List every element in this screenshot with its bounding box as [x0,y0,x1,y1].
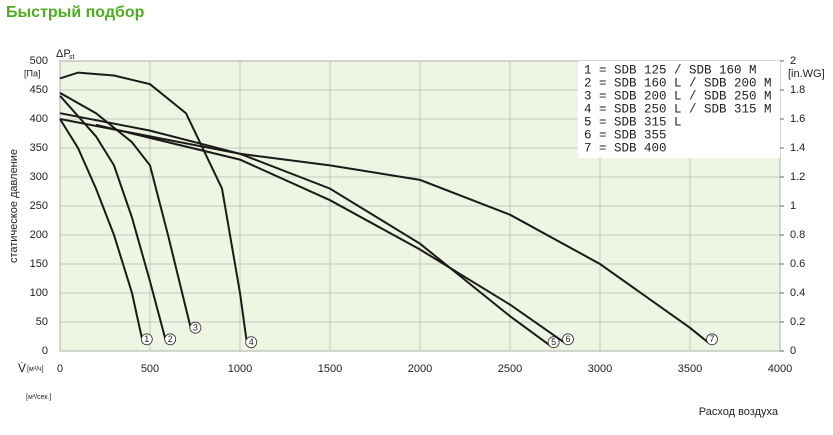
y-tick-label: 200 [30,229,48,241]
x-tick-label: 0 [57,363,63,375]
y2-tick-label: 0.4 [790,287,805,299]
legend-entry: 4 = SDB 250 L / SDB 315 M [584,102,772,116]
curve-label-circle [547,336,560,349]
y2-tick-label: 1 [790,200,796,212]
legend-entry: 5 = SDB 315 L [584,115,682,129]
fan-curve [59,118,144,343]
legend-entry: 1 = SDB 125 / SDB 160 M [584,63,757,77]
curve-label-circle [245,336,258,349]
legend-entry: 2 = SDB 160 L / SDB 200 M [584,76,772,90]
y-tick-label: 350 [30,142,48,154]
x-unit: [м³/ч] [27,366,44,373]
legend-entry: 6 = SDB 355 [584,128,667,142]
y2-tick-label: 1.2 [790,171,805,183]
legend-entry: 7 = SDB 400 [584,141,667,155]
fan-curve [95,123,565,344]
y2-tick-label: 0.6 [790,258,805,270]
curve-label: 7 [709,334,714,344]
legend-box [578,61,780,158]
y-tick-label: 450 [30,84,48,96]
fan-curve [59,71,249,346]
x-tick-label: 1500 [318,363,342,375]
curve-label: 2 [168,334,173,344]
x-label: Расход воздуха [699,406,779,418]
x-tick-label: 2000 [408,363,432,375]
y-tick-label: 100 [30,287,48,299]
curve-label: 6 [565,334,570,344]
y2-tick-label: 1.8 [790,84,805,96]
x-tick-label: 3000 [588,363,612,375]
curve-label: 4 [249,337,254,347]
page-title: Быстрый подбор [6,4,145,21]
y2-tick-label: 0.2 [790,316,805,328]
y2-tick-label: 1.6 [790,113,805,125]
y-unit: [Па] [24,68,40,78]
x-symbol: V̇ [18,361,26,375]
y-tick-label: 0 [42,345,48,357]
y-tick-label: 400 [30,113,48,125]
fan-curve [59,118,709,344]
y-tick-label: 50 [36,316,48,328]
fan-curve [59,92,193,331]
curve-label: 5 [551,337,556,347]
fan-curve [59,112,551,347]
legend-entry: 3 = SDB 200 L / SDB 250 M [584,89,772,103]
x-tick-label: 2500 [498,363,522,375]
curve-label: 3 [193,323,198,333]
y2-unit: [in.WG] [788,68,825,80]
y2-tick-label: 0.8 [790,229,805,241]
curve-label: 1 [144,334,149,344]
y-tick-label: 150 [30,258,48,270]
y-label: статическое давление [8,149,20,263]
x-tick-label: 500 [141,363,159,375]
y-symbol-sub: st [69,54,75,61]
curve-label-circle [164,333,177,346]
y-tick-label: 250 [30,200,48,212]
y-tick-label: 500 [30,55,48,67]
x-unit-2: [м³/сек.] [26,394,51,401]
y2-tick-label: 0 [790,345,796,357]
y-symbol: ΔP [56,48,71,60]
y2-tick-label: 2 [790,55,796,67]
fan-curve [59,95,168,343]
x-tick-label: 4000 [768,363,792,375]
y-tick-label: 300 [30,171,48,183]
curve-label-circle [562,333,574,346]
x-tick-label: 3500 [678,363,702,375]
y2-tick-label: 1.4 [790,142,805,154]
curve-label-circle [140,333,153,346]
curve-label-circle [189,321,202,334]
x-tick-label: 1000 [228,363,252,375]
curve-label-circle [706,333,718,346]
